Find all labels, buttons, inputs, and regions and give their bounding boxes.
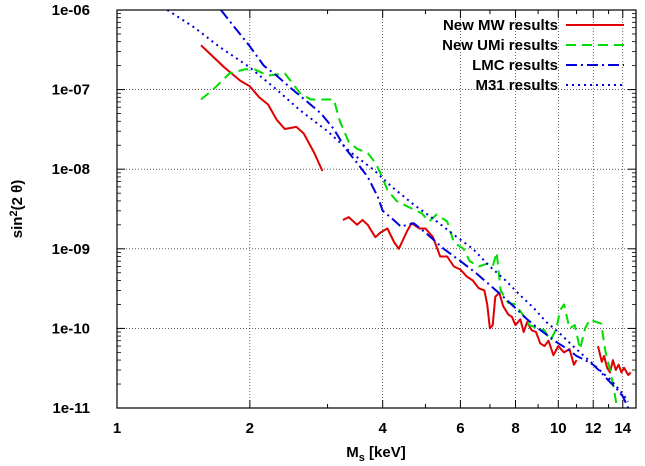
legend-label: New UMi results xyxy=(442,37,558,54)
legend: New MW results New UMi results LMC results… xyxy=(442,17,624,94)
x-tick-label: 14 xyxy=(614,420,631,437)
y-tick-label: 1e-10 xyxy=(52,320,90,337)
series-line xyxy=(342,216,578,366)
x-tick-label: 2 xyxy=(246,420,254,437)
y-axis-title: sin2(2 θ) xyxy=(8,180,26,238)
x-tick-label: 10 xyxy=(550,420,567,437)
y-axis-title-rest: (2 θ) xyxy=(9,180,26,211)
legend-label: LMC results xyxy=(472,57,558,74)
tick-layer xyxy=(116,9,637,409)
y-tick-label: 1e-06 xyxy=(52,2,90,19)
tick-label-layer: 1 2 4 6 8 10 12 141e-111e-101e-091e-081e-071e-0… xyxy=(52,2,632,437)
plot-frame xyxy=(116,9,637,409)
series-2 xyxy=(220,10,630,408)
y-tick-label: 1e-08 xyxy=(52,161,90,178)
series-line xyxy=(200,44,324,172)
x-tick-label: 8 xyxy=(511,420,519,437)
y-tick-label: 1e-07 xyxy=(52,82,90,99)
series-line xyxy=(597,345,632,376)
x-axis-title-main: M xyxy=(346,444,359,461)
series-1 xyxy=(200,68,619,408)
x-tick-label: 4 xyxy=(379,420,388,437)
x-tick-label: 6 xyxy=(456,420,464,437)
y-axis-title-main: sin xyxy=(9,217,26,239)
x-axis-title-rest: [keV] xyxy=(365,444,406,461)
x-axis-title-sub: s xyxy=(359,452,365,464)
y-axis-title-sup: 2 xyxy=(8,210,20,216)
series-line xyxy=(220,10,630,408)
legend-label: M31 results xyxy=(475,77,558,94)
y-tick-label: 1e-11 xyxy=(52,400,90,417)
series-layer xyxy=(166,10,632,408)
x-axis-title: Ms [keV] xyxy=(346,444,405,464)
series-0 xyxy=(200,44,632,376)
legend-label: New MW results xyxy=(443,17,558,34)
y-tick-label: 1e-09 xyxy=(52,241,90,258)
x-tick-label: 12 xyxy=(585,420,602,437)
series-line xyxy=(200,68,619,408)
x-tick-label: 1 xyxy=(113,420,121,437)
